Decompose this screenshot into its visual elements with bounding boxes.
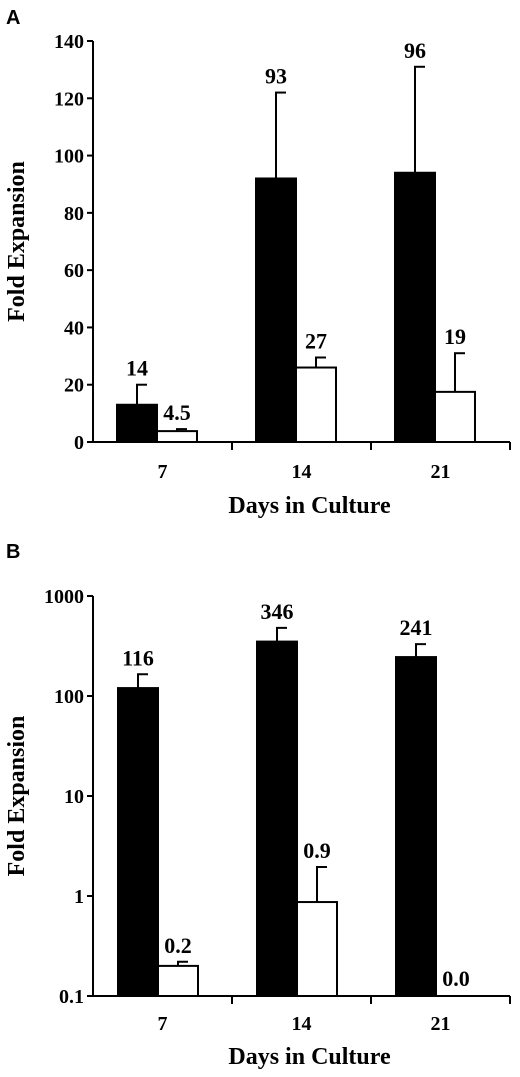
bar [116, 403, 158, 443]
y-axis-title: Fold Expansion [4, 161, 30, 322]
y-tick-label: 1000 [44, 586, 84, 608]
bar [255, 177, 297, 443]
bar [157, 964, 199, 997]
y-tick-label: 80 [64, 203, 84, 225]
y-tick-label: 40 [64, 317, 84, 339]
data-label: 96 [404, 38, 426, 63]
x-axis-title: Days in Culture [228, 493, 391, 519]
bar [395, 656, 437, 997]
y-tick-label: 100 [54, 686, 84, 708]
y-tick-label: 120 [54, 88, 84, 110]
data-label: 93 [265, 64, 287, 89]
y-tick-label: 10 [64, 786, 84, 808]
bar [296, 901, 338, 998]
data-label: 241 [400, 615, 433, 640]
x-tick-label: 14 [292, 461, 312, 483]
x-axis-title: Days in Culture [228, 1044, 391, 1070]
bar [295, 366, 337, 443]
data-label: 27 [305, 329, 327, 354]
x-tick-label: 7 [158, 461, 168, 483]
y-axis-title: Fold Expansion [4, 716, 30, 877]
chart-panel-b: 0.1 1 10 100 1000 7 14 21 116 346 241 0.2 0.9 0.0 Days… [4, 586, 511, 1070]
data-label: 0.2 [164, 933, 192, 958]
y-tick-label: 140 [54, 31, 84, 53]
bar [117, 687, 159, 997]
data-label: 346 [261, 599, 294, 624]
y-tick-label: 60 [64, 260, 84, 282]
y-tick-label: 0.1 [59, 986, 84, 1008]
bar [256, 640, 298, 997]
panel-letter-a: A [6, 7, 20, 29]
y-tick-label: 0 [74, 432, 84, 454]
data-label: 116 [122, 645, 154, 670]
data-label: 0.9 [303, 838, 331, 863]
y-tick-label: 1 [74, 886, 84, 908]
panel-letter-b: B [6, 541, 20, 563]
x-tick-label: 21 [431, 1013, 451, 1035]
x-tick-label: 14 [292, 1013, 312, 1035]
x-tick-label: 21 [431, 461, 451, 483]
bar [156, 430, 198, 444]
chart-panel-a: 0 20 40 60 80 100 120 140 7 14 21 14 93 96 4.5 27 19 Days… [4, 31, 511, 519]
x-tick-label: 7 [158, 1013, 168, 1035]
data-label: 14 [126, 356, 148, 381]
bar [394, 171, 436, 443]
y-tick-label: 20 [64, 375, 84, 397]
y-tick-label: 100 [54, 146, 84, 168]
bar [434, 390, 476, 443]
data-label: 19 [444, 324, 466, 349]
data-label: 0.0 [442, 966, 470, 991]
data-label: 4.5 [163, 400, 191, 425]
